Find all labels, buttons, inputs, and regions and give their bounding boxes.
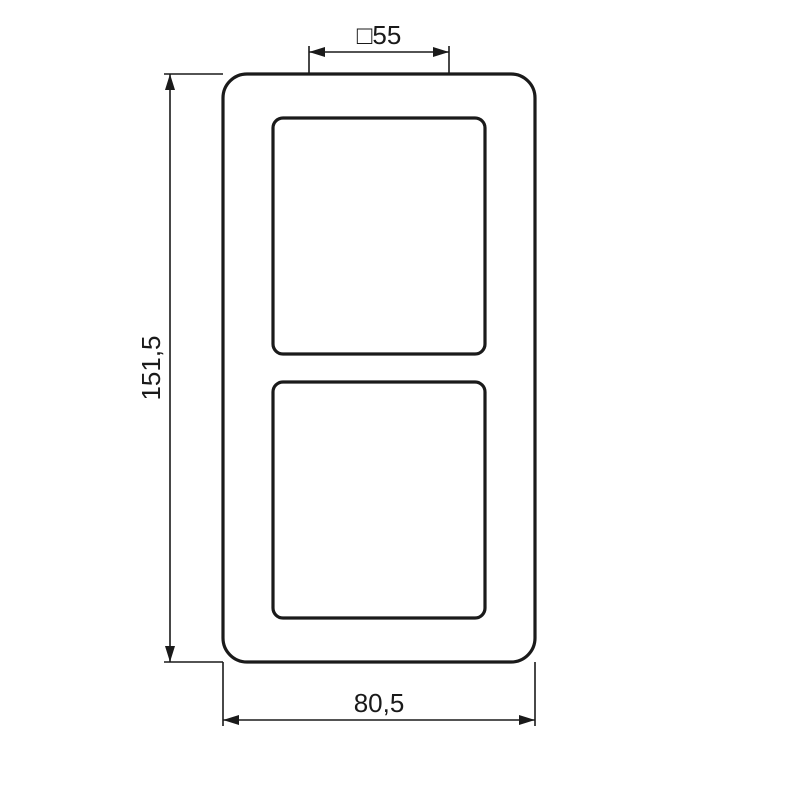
- dimensions.left.label: 151,5: [136, 335, 166, 400]
- arrowhead: [223, 715, 239, 725]
- arrowhead: [519, 715, 535, 725]
- cutout-1: [273, 118, 485, 354]
- arrowhead: [165, 74, 175, 90]
- cutout-2: [273, 382, 485, 618]
- outer-plate: [223, 74, 535, 662]
- arrowhead: [309, 47, 325, 57]
- arrowhead: [433, 47, 449, 57]
- arrowhead: [165, 646, 175, 662]
- dimensions.top.label: □55: [357, 20, 402, 50]
- dimensions.bottom.label: 80,5: [354, 688, 405, 718]
